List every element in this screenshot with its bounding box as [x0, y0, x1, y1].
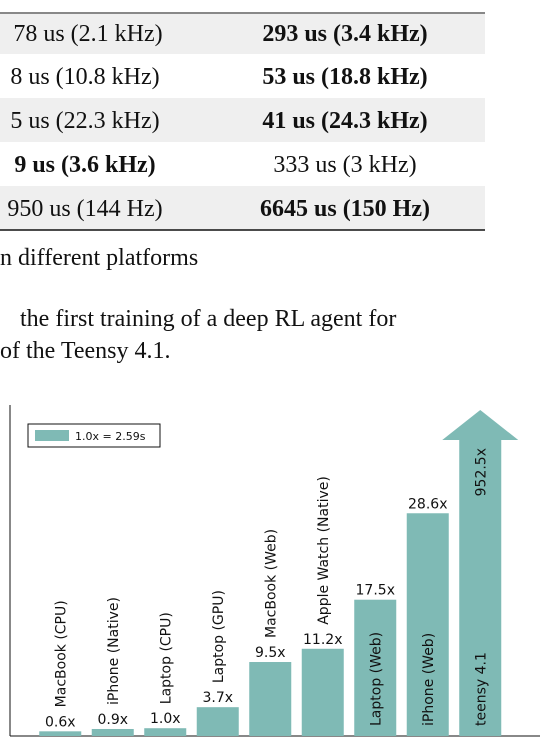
- category-label: Laptop (Web): [368, 632, 384, 726]
- bar: [144, 728, 187, 736]
- cell: 9 us (3.6 kHz): [14, 152, 155, 178]
- bar-arrow: [442, 410, 519, 736]
- value-label: 0.9x: [97, 712, 128, 728]
- cell: 333 us (3 kHz): [273, 152, 416, 178]
- value-label: 17.5x: [356, 583, 395, 599]
- bar: [39, 731, 82, 736]
- bar: [406, 513, 449, 736]
- category-label: MacBook (CPU): [53, 600, 69, 707]
- chart: 0.6x MacBook (CPU) 0.9x iPhone (Native) 1.0x…: [9, 405, 540, 737]
- value-label: 952.5x: [473, 448, 489, 496]
- row-shade: [0, 14, 485, 54]
- category-label: teensy 4.1: [473, 652, 489, 726]
- legend-label: 1.0x = 2.59s: [75, 430, 146, 443]
- value-label: 11.2x: [303, 632, 342, 648]
- table: 78 us (2.1 kHz) 293 us (3.4 kHz) 8 us (1…: [0, 12, 485, 231]
- cell: 41 us (24.3 kHz): [262, 108, 427, 134]
- category-label: MacBook (Web): [263, 529, 279, 638]
- cell: 53 us (18.8 kHz): [262, 64, 427, 90]
- category-label: Apple Watch (Native): [316, 476, 332, 625]
- legend-swatch: [35, 430, 69, 441]
- caption: n different platforms: [0, 245, 198, 271]
- bar: [301, 648, 344, 736]
- cell: 950 us (144 Hz): [7, 196, 162, 222]
- bar: [249, 662, 292, 736]
- value-label: 28.6x: [408, 496, 447, 512]
- legend-box: [27, 423, 161, 448]
- cell: 78 us (2.1 kHz): [13, 21, 162, 47]
- row-shade: [0, 98, 485, 142]
- value-label: 3.7x: [202, 690, 233, 706]
- category-label: Laptop (CPU): [158, 612, 174, 704]
- bar: [354, 599, 397, 736]
- cell: 5 us (22.3 kHz): [10, 108, 159, 134]
- category-label: iPhone (Native): [106, 597, 122, 705]
- row-shade: [0, 186, 485, 230]
- cell: 8 us (10.8 kHz): [10, 64, 159, 90]
- paragraph-line: the first training of a deep RL agent fo…: [20, 306, 396, 332]
- value-label: 9.5x: [255, 645, 286, 661]
- cell: 6645 us (150 Hz): [260, 196, 430, 222]
- cell: 293 us (3.4 kHz): [262, 21, 427, 47]
- category-label: Laptop (GPU): [211, 590, 227, 683]
- paragraph-line: of the Teensy 4.1.: [0, 338, 171, 364]
- bar: [196, 707, 239, 736]
- value-label: 0.6x: [45, 714, 76, 730]
- value-label: 1.0x: [150, 711, 181, 727]
- bar: [91, 728, 134, 736]
- category-label: iPhone (Web): [421, 633, 437, 726]
